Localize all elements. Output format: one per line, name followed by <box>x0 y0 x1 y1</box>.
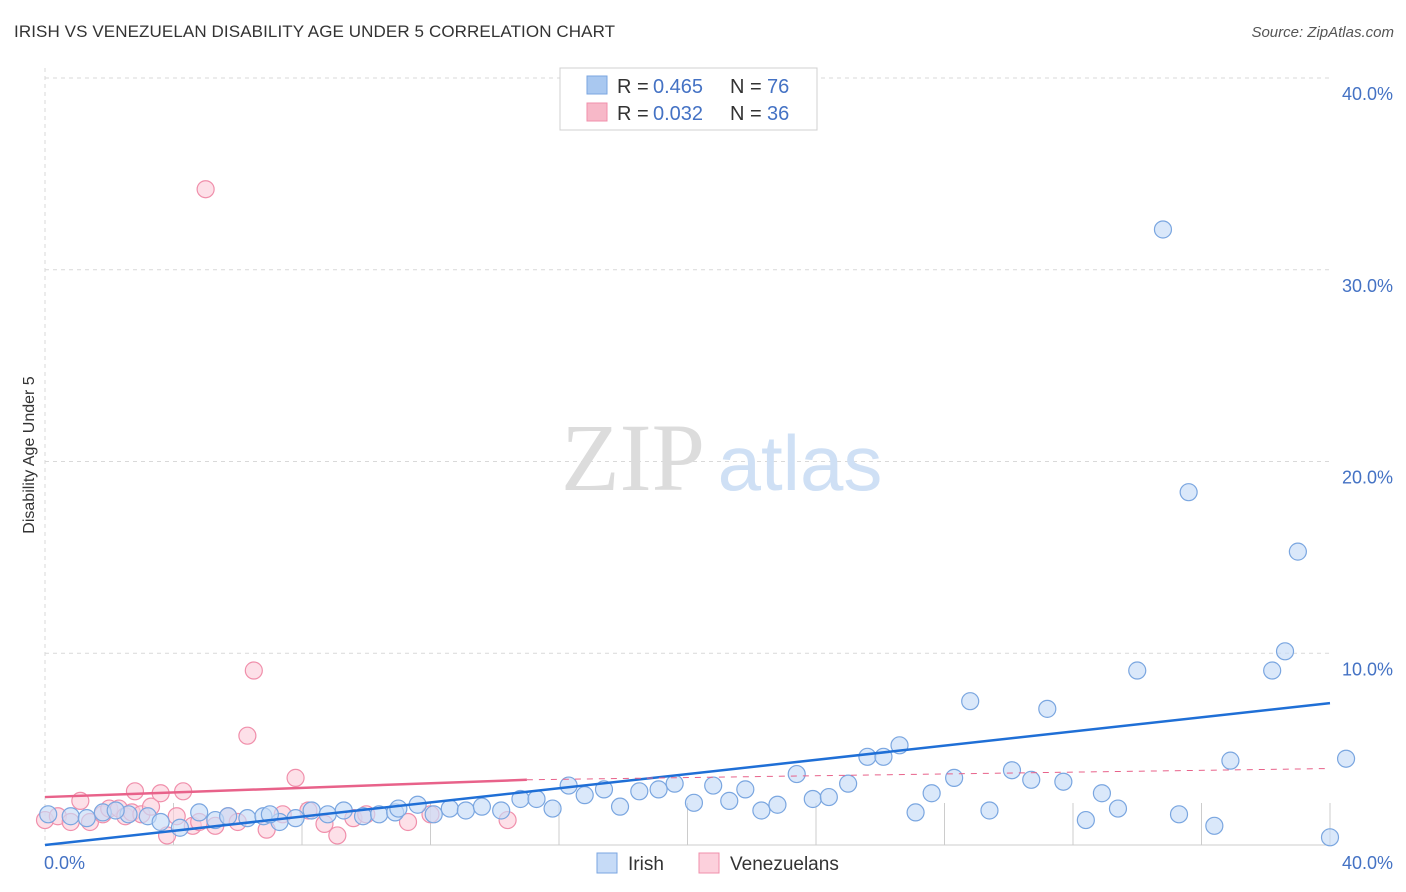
irish-point-2 <box>77 809 96 828</box>
irish-point-26 <box>492 801 511 820</box>
venezuelan-trend-extension <box>526 768 1331 781</box>
irish-point-66 <box>1205 816 1224 835</box>
irish-point-40 <box>736 780 755 799</box>
tick-labels: 10.0% 20.0% 30.0% 40.0% 0.0% 40.0% <box>44 84 1393 873</box>
legend-n-label-venezuelans: N = <box>730 103 762 125</box>
irish-point-59 <box>1076 810 1095 830</box>
irish-point-53 <box>961 692 980 711</box>
legend-n-value-venezuelans: 36 <box>767 103 789 125</box>
legend-r-label-venezuelans: R = <box>617 103 649 125</box>
irish-point-39 <box>720 791 739 810</box>
irish-point-60 <box>1092 784 1112 803</box>
irish-point-34 <box>630 782 649 801</box>
bottom-legend-swatch-irish <box>596 852 618 874</box>
irish-point-63 <box>1153 220 1173 239</box>
irish-point-35 <box>649 780 668 799</box>
venezuelan-points <box>35 180 517 845</box>
irish-point-65 <box>1179 483 1198 502</box>
irish-point-42 <box>768 795 787 814</box>
venezuelan-point-10 <box>125 782 145 801</box>
irish-point-70 <box>1288 542 1307 561</box>
irish-point-8 <box>190 803 209 822</box>
irish-point-75 <box>106 801 125 820</box>
y-tick-label-0: 10.0% <box>1342 659 1393 679</box>
irish-points <box>39 220 1356 847</box>
venezuelan-point-27 <box>286 768 305 787</box>
irish-point-41 <box>752 801 771 820</box>
y-tick-label-1: 20.0% <box>1342 468 1393 488</box>
bottom-legend: Irish Venezuelans <box>596 852 839 875</box>
watermark-atlas: atlas <box>718 419 883 507</box>
legend-n-value-irish: 76 <box>767 76 789 98</box>
irish-point-58 <box>1054 772 1073 791</box>
irish-point-56 <box>1022 770 1041 789</box>
irish-point-57 <box>1038 699 1057 718</box>
venezuelan-trend-line <box>44 778 527 799</box>
watermark-zip: ZIP <box>561 404 705 511</box>
irish-point-37 <box>684 793 704 812</box>
irish-point-46 <box>839 774 858 793</box>
irish-point-51 <box>922 784 941 803</box>
venezuelan-point-24 <box>244 661 263 680</box>
irish-point-69 <box>1275 642 1295 661</box>
irish-point-33 <box>610 797 630 816</box>
irish-point-61 <box>1108 799 1128 818</box>
irish-point-50 <box>906 803 925 822</box>
irish-point-28 <box>527 789 546 809</box>
irish-point-44 <box>803 789 822 809</box>
axis-labels: Disability Age Under 5 <box>21 376 38 534</box>
venezuelan-point-30 <box>328 826 347 845</box>
irish-point-55 <box>1002 761 1022 780</box>
venezuelan-point-19 <box>196 180 215 199</box>
irish-point-7 <box>170 818 190 837</box>
irish-point-25 <box>472 797 491 816</box>
source-label: Source: ZipAtlas.com <box>1251 24 1394 41</box>
venezuelan-point-33 <box>398 812 418 832</box>
irish-point-68 <box>1263 661 1282 680</box>
irish-point-62 <box>1128 661 1147 680</box>
x-tick-label-1: 40.0% <box>1342 853 1393 873</box>
irish-point-72 <box>1336 749 1356 768</box>
irish-point-64 <box>1169 805 1189 824</box>
legend-swatch-irish <box>586 75 608 95</box>
legend-r-value-irish: 0.465 <box>653 76 703 98</box>
irish-point-6 <box>151 812 170 832</box>
irish-point-43 <box>787 764 806 784</box>
irish-point-67 <box>1221 751 1240 770</box>
y-tick-label-2: 30.0% <box>1342 276 1393 296</box>
legend-r-label-irish: R = <box>617 76 649 98</box>
trend-lines <box>44 701 1331 847</box>
y-tick-label-3: 40.0% <box>1342 84 1393 104</box>
irish-point-38 <box>704 776 723 795</box>
bottom-legend-swatch-venezuelans <box>698 852 720 874</box>
irish-point-45 <box>819 787 838 807</box>
irish-point-31 <box>575 786 594 805</box>
legend-r-value-venezuelans: 0.032 <box>653 103 703 125</box>
irish-point-54 <box>980 801 999 820</box>
irish-point-32 <box>594 780 614 799</box>
x-tick-label-0: 0.0% <box>44 853 85 873</box>
irish-point-71 <box>1320 828 1340 847</box>
legend-n-label-irish: N = <box>730 76 762 98</box>
bottom-legend-label-irish: Irish <box>628 854 664 875</box>
irish-point-74 <box>389 799 408 818</box>
legend-swatch-venezuelans <box>586 102 608 122</box>
irish-point-24 <box>456 801 475 820</box>
irish-point-22 <box>424 805 443 824</box>
irish-point-0 <box>39 805 58 824</box>
irish-point-1 <box>61 807 80 826</box>
y-axis-label: Disability Age Under 5 <box>21 376 38 534</box>
irish-point-47 <box>858 747 877 766</box>
irish-trend-line <box>44 701 1331 847</box>
watermark: ZIP atlas <box>561 404 882 511</box>
irish-point-29 <box>543 799 562 818</box>
irish-point-52 <box>945 768 964 787</box>
venezuelan-point-23 <box>238 726 257 745</box>
bottom-legend-label-venezuelans: Venezuelans <box>730 854 839 875</box>
chart-title: IRISH VS VENEZUELAN DISABILITY AGE UNDER… <box>14 22 616 41</box>
irish-point-10 <box>219 807 238 826</box>
legend: R = 0.465 N = 76 R = 0.032 N = 36 <box>559 67 818 131</box>
irish-point-23 <box>440 799 459 818</box>
